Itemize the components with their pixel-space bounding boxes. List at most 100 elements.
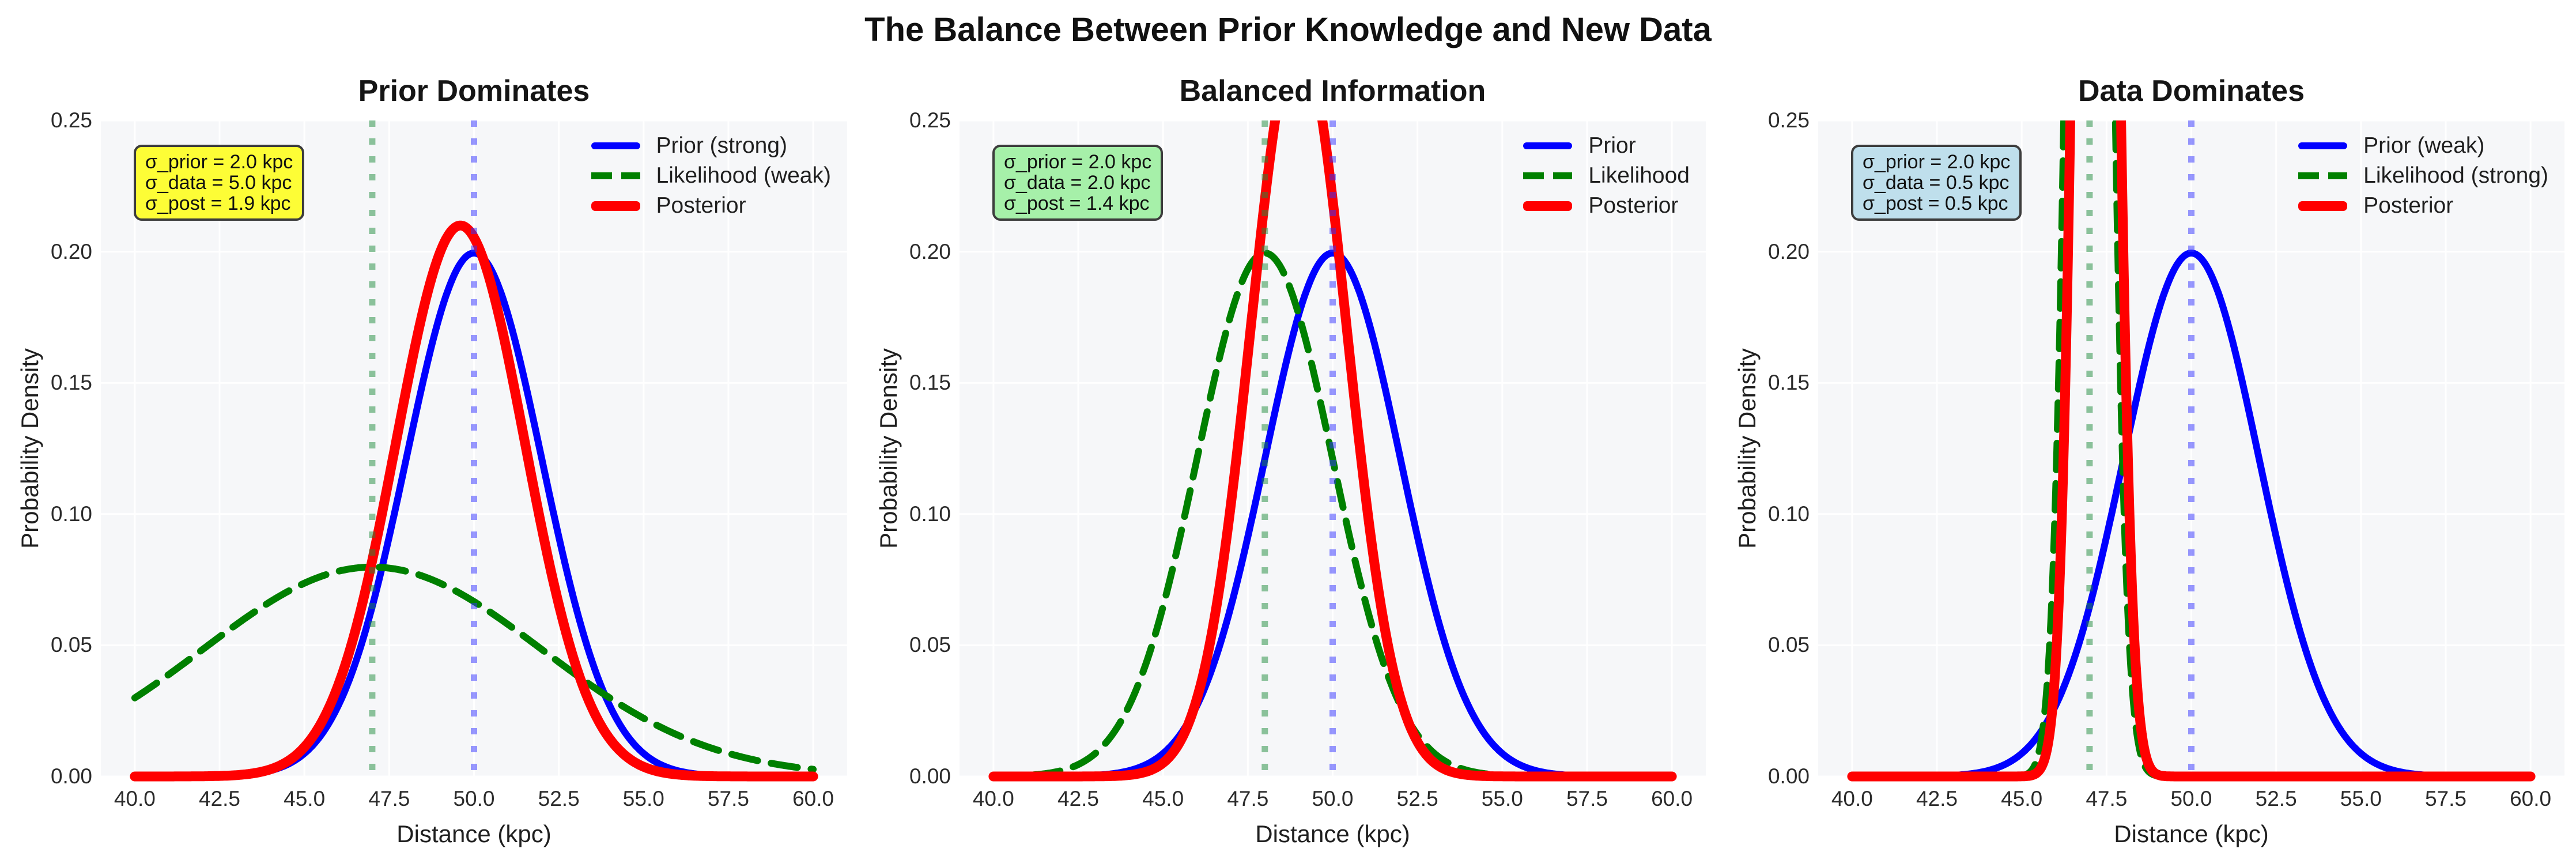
legend: Prior (strong) Likelihood (weak) Posterior — [591, 131, 832, 221]
legend-label: Prior (strong) — [656, 133, 788, 158]
legend-label: Posterior — [656, 193, 746, 218]
legend-item-likelihood: Likelihood (strong) — [2298, 161, 2548, 191]
legend-item-likelihood: Likelihood — [1523, 161, 1690, 191]
legend-line-sample-prior — [2298, 142, 2348, 149]
y-tick-label: 0.00 — [909, 764, 951, 788]
legend: Prior Likelihood Posterior — [1523, 131, 1690, 221]
legend-item-posterior: Posterior — [1523, 191, 1678, 221]
subplot-balanced-information: Balanced Information 40.0 42.5 45.0 47.5 50.0… — [859, 0, 1717, 856]
subplot-prior-dominates: Prior Dominates 40.0 42.5 45.0 47.5 50.0 52.5 5… — [0, 0, 859, 856]
x-tick-label: 57.5 — [2424, 787, 2467, 810]
legend-line-sample-likelihood — [2298, 172, 2348, 179]
legend-line-sample-prior — [1523, 142, 1573, 149]
x-tick-label: 42.5 — [1916, 787, 1958, 810]
legend-item-prior: Prior — [1523, 131, 1636, 161]
legend-item-posterior: Posterior — [2298, 191, 2453, 221]
legend-label: Posterior — [2363, 193, 2454, 218]
x-tick-label: 50.0 — [453, 787, 495, 810]
sigma-annotation-box: σ_prior = 2.0 kpc σ_data = 2.0 kpc σ_post … — [992, 145, 1164, 221]
y-axis-label: Probability Density — [875, 348, 902, 549]
x-axis-label: Distance (kpc) — [396, 820, 552, 847]
annotation-line: σ_post = 1.4 kpc — [1004, 193, 1150, 214]
x-tick-label: 52.5 — [2255, 787, 2297, 810]
y-tick-label: 0.15 — [50, 371, 92, 395]
x-tick-label: 45.0 — [1142, 787, 1184, 810]
x-axis-label: Distance (kpc) — [1255, 820, 1410, 847]
y-tick-label: 0.15 — [1767, 371, 1810, 395]
sigma-annotation-box: σ_prior = 2.0 kpc σ_data = 5.0 kpc σ_post … — [134, 145, 305, 221]
annotation-line: σ_post = 0.5 kpc — [1863, 193, 2008, 214]
legend: Prior (weak) Likelihood (strong) Posterior — [2298, 131, 2548, 221]
legend-label: Posterior — [1588, 193, 1679, 218]
subplot-data-dominates: Data Dominates 40.0 42.5 45.0 47.5 50.0 52.5 55… — [1717, 0, 2576, 856]
legend-item-posterior: Posterior — [591, 191, 746, 221]
posterior-curve — [1847, 120, 2536, 782]
legend-label: Likelihood — [1588, 163, 1690, 188]
plot-canvas-balanced-information — [960, 119, 1706, 782]
posterior-curve — [988, 120, 1677, 782]
subplot-title: Prior Dominates — [358, 74, 590, 108]
y-tick-label: 0.25 — [50, 108, 92, 132]
sigma-annotation-box: σ_prior = 2.0 kpc σ_data = 0.5 kpc σ_post … — [1851, 145, 2022, 221]
legend-line-sample-prior — [591, 142, 640, 149]
posterior-curve — [130, 220, 818, 782]
legend-line-sample-posterior — [2298, 201, 2348, 211]
legend-item-prior: Prior (weak) — [2298, 131, 2484, 161]
y-tick-label: 0.25 — [1767, 108, 1810, 132]
plot-canvas-prior-dominates — [101, 119, 847, 782]
x-tick-label: 42.5 — [1057, 787, 1100, 810]
x-tick-label: 52.5 — [538, 787, 580, 810]
subplot-title: Balanced Information — [1179, 74, 1486, 108]
legend-item-likelihood: Likelihood (weak) — [591, 161, 832, 191]
legend-item-prior: Prior (strong) — [591, 131, 788, 161]
y-tick-label: 0.00 — [1767, 764, 1810, 788]
x-tick-label: 45.0 — [2001, 787, 2043, 810]
y-tick-label: 0.10 — [1767, 501, 1810, 526]
x-tick-label: 40.0 — [114, 787, 156, 810]
x-tick-label: 45.0 — [284, 787, 326, 810]
annotation-line: σ_prior = 2.0 kpc — [1004, 151, 1152, 173]
plot-canvas-data-dominates — [1818, 119, 2564, 782]
x-tick-label: 42.5 — [199, 787, 241, 810]
x-tick-label: 47.5 — [368, 787, 410, 810]
y-tick-label: 0.05 — [50, 633, 92, 657]
x-tick-label: 47.5 — [1227, 787, 1269, 810]
y-tick-label: 0.15 — [909, 371, 951, 395]
y-tick-label: 0.25 — [909, 108, 951, 132]
x-tick-label: 52.5 — [1396, 787, 1438, 810]
x-tick-label: 57.5 — [1566, 787, 1608, 810]
y-tick-label: 0.20 — [1767, 239, 1810, 263]
legend-line-sample-likelihood — [1523, 172, 1573, 179]
x-axis-label: Distance (kpc) — [2114, 820, 2269, 847]
annotation-line: σ_prior = 2.0 kpc — [1863, 151, 2011, 173]
figure-title: The Balance Between Prior Knowledge and … — [864, 11, 1712, 48]
likelihood-curve — [131, 563, 817, 773]
legend-line-sample-posterior — [1523, 201, 1573, 211]
x-tick-label: 47.5 — [2086, 787, 2128, 810]
x-tick-label: 55.0 — [622, 787, 664, 810]
legend-label: Likelihood (weak) — [656, 163, 832, 188]
y-tick-label: 0.05 — [909, 633, 951, 657]
y-tick-label: 0.00 — [50, 764, 92, 788]
legend-line-sample-posterior — [591, 201, 640, 211]
y-tick-label: 0.10 — [909, 501, 951, 526]
legend-label: Prior (weak) — [2363, 133, 2485, 158]
y-tick-label: 0.05 — [1767, 633, 1810, 657]
x-tick-label: 55.0 — [2340, 787, 2382, 810]
annotation-line: σ_prior = 2.0 kpc — [145, 151, 293, 173]
y-tick-label: 0.20 — [50, 239, 92, 263]
x-tick-label: 40.0 — [972, 787, 1014, 810]
x-tick-label: 40.0 — [1831, 787, 1873, 810]
y-tick-label: 0.10 — [50, 501, 92, 526]
x-tick-label: 55.0 — [1481, 787, 1523, 810]
annotation-line: σ_post = 1.9 kpc — [145, 193, 291, 214]
legend-line-sample-likelihood — [591, 172, 640, 179]
y-axis-label: Probability Density — [1733, 348, 1761, 549]
y-axis-label: Probability Density — [16, 348, 43, 549]
x-tick-label: 57.5 — [707, 787, 749, 810]
x-tick-label: 50.0 — [2170, 787, 2212, 810]
x-tick-label: 60.0 — [2510, 787, 2552, 810]
x-tick-label: 60.0 — [792, 787, 834, 810]
x-tick-label: 50.0 — [1312, 787, 1354, 810]
